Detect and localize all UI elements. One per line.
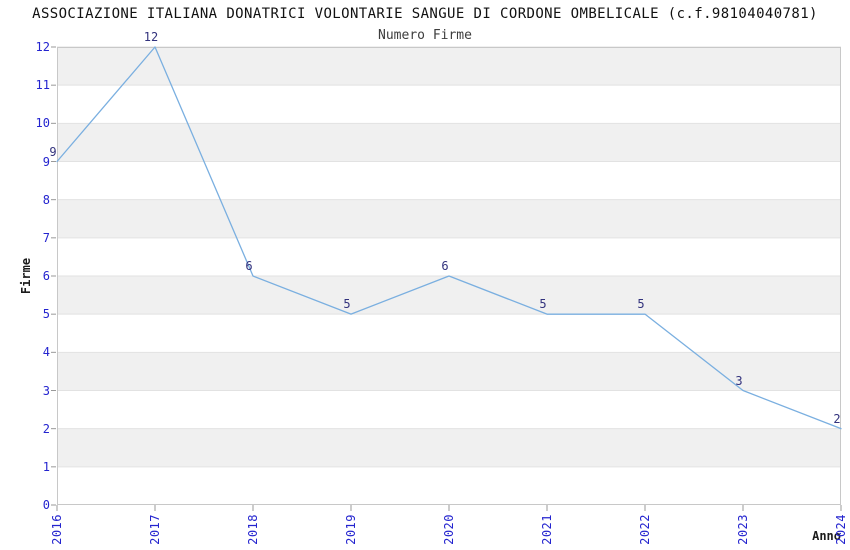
- plot-band: [57, 237, 841, 276]
- y-tick-label: 2: [42, 421, 50, 436]
- data-label: 5: [637, 297, 645, 312]
- data-label: 5: [539, 297, 547, 312]
- y-tick-label: 11: [35, 78, 50, 93]
- x-tick-label: 2017: [148, 514, 162, 545]
- x-axis-label: Anno: [812, 529, 841, 543]
- data-label: 9: [49, 144, 57, 159]
- y-tick-label: 0: [42, 498, 50, 512]
- plot-border: [57, 47, 841, 505]
- x-tick-label: 2024: [834, 514, 848, 545]
- plot-band: [57, 161, 841, 200]
- x-tick-label: 2018: [246, 514, 260, 545]
- x-tick-label: 2021: [540, 514, 554, 545]
- y-tick-label: 5: [42, 307, 50, 322]
- plot-band: [57, 314, 841, 353]
- plot-band: [57, 352, 841, 391]
- data-label: 2: [833, 411, 841, 426]
- plot-band: [57, 466, 841, 505]
- x-tick-label: 2016: [50, 514, 64, 545]
- x-tick-label: 2019: [344, 514, 358, 545]
- plot-band: [57, 85, 841, 124]
- y-tick-label: 8: [42, 192, 50, 207]
- chart-title: ASSOCIAZIONE ITALIANA DONATRICI VOLONTAR…: [32, 6, 818, 22]
- y-tick-label: 4: [42, 345, 50, 360]
- chart-subtitle: Numero Firme: [378, 28, 472, 43]
- y-tick-label: 1: [42, 459, 50, 474]
- x-tick-label: 2020: [442, 514, 456, 545]
- plot-area: [51, 46, 842, 511]
- plot-band: [57, 47, 841, 86]
- y-tick-label: 12: [35, 40, 50, 54]
- x-tick-label: 2022: [638, 514, 652, 545]
- plot-band: [57, 428, 841, 467]
- x-tick-label: 2023: [736, 514, 750, 545]
- y-tick-label: 10: [35, 116, 50, 131]
- y-tick-label: 9: [42, 154, 50, 169]
- plot-band: [57, 276, 841, 315]
- data-label: 6: [245, 259, 253, 273]
- plot-band: [57, 123, 841, 162]
- y-tick-label: 3: [42, 383, 50, 398]
- series-line: [56, 46, 842, 430]
- data-label: 6: [441, 259, 449, 273]
- plot-band: [57, 390, 841, 429]
- data-label: 5: [343, 297, 351, 312]
- plot-band: [57, 199, 841, 238]
- y-tick-label: 7: [42, 230, 50, 245]
- data-label: 12: [143, 30, 159, 44]
- data-label: 3: [735, 373, 743, 388]
- y-tick-label: 6: [42, 269, 50, 283]
